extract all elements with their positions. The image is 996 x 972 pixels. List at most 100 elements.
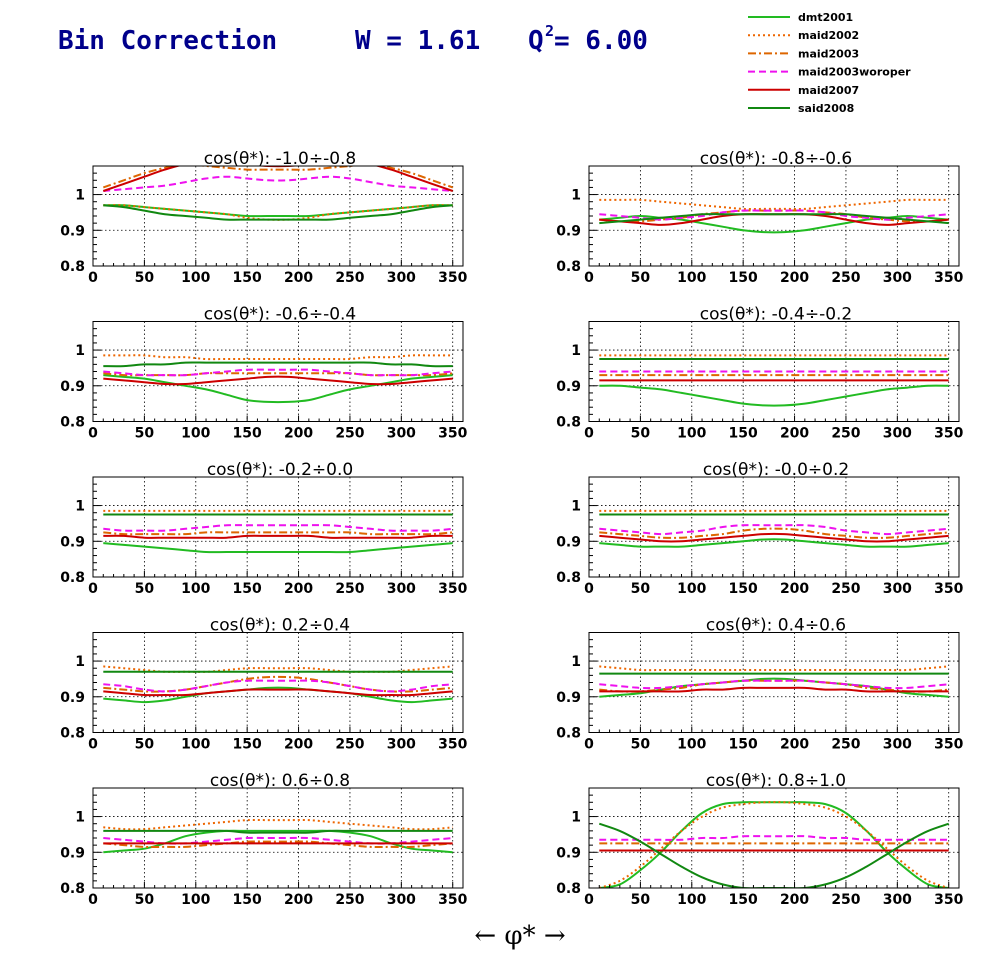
x-tick-label: 0 [584,270,594,286]
series-group [103,665,453,704]
x-tick-label: 50 [135,581,155,597]
series-line-maid2002 [599,198,949,211]
x-tick-label: 100 [181,892,210,908]
x-tick-label: 150 [233,426,262,442]
x-tick-label: 150 [233,581,262,597]
series-line-dmt2001 [599,801,949,888]
panel-title: cos(θ*): -0.4÷-0.2 [700,305,853,325]
panel-title: cos(θ*): -0.0÷0.2 [703,460,849,480]
legend-label-maid2002: maid2002 [798,29,859,42]
series-line-maid2003 [103,840,453,849]
y-tick-label: 1 [571,654,581,670]
x-tick-label: 300 [387,270,416,286]
series-line-maid2003 [599,679,949,693]
panel-9: 0 50 100 150 200 250 300 350 0.8 0.9 1 cos(θ*): 0.6… [60,771,467,908]
x-tick-label: 50 [135,270,155,286]
x-tick-label: 0 [88,426,98,442]
x-tick-label: 0 [88,270,98,286]
y-tick-label: 1 [571,499,581,515]
series-line-said2008 [103,204,453,221]
series-line-dmt2001 [599,384,949,407]
y-tick-label: 0.9 [556,534,581,550]
x-tick-label: 350 [438,737,467,753]
series-line-maid2003woroper [103,679,453,693]
panel-title: cos(θ*): -1.0÷-0.8 [204,149,357,169]
panel-8: 0 50 100 150 200 250 300 350 0.8 0.9 1 cos(θ*): 0.4… [556,616,963,753]
y-tick-label: 0.8 [556,726,581,742]
panel-5: 0 50 100 150 200 250 300 350 0.8 0.9 1 cos(θ*): -0.… [60,460,467,597]
plot-frame [588,632,960,733]
figure-title-q-prefix: Q [528,26,544,56]
series-group [599,509,949,548]
panel-title: cos(θ*): 0.6÷0.8 [210,771,350,791]
series-line-dmt2001 [103,204,453,218]
x-tick-label: 300 [387,581,416,597]
y-tick-label: 1 [75,810,85,826]
x-tick-label: 150 [729,581,758,597]
series-line-dmt2001 [103,374,453,404]
plot-frame [92,787,464,889]
series-line-maid2007 [103,688,453,697]
x-tick-label: 250 [831,892,860,908]
series-group [103,509,453,554]
panel-7: 0 50 100 150 200 250 300 350 0.8 0.9 1 cos(θ*): 0.2… [60,616,467,753]
x-tick-label: 300 [883,426,912,442]
panel-4: 0 50 100 150 200 250 300 350 0.8 0.9 1 cos(θ*): -0.… [556,305,963,442]
x-tick-label: 300 [387,737,416,753]
series-line-maid2003woroper [599,835,949,841]
series-line-dmt2001 [103,542,453,554]
y-tick-label: 1 [571,188,581,204]
x-tick-label: 100 [677,581,706,597]
x-tick-label: 50 [631,737,651,753]
y-tick-label: 0.9 [60,223,85,239]
panel-title: cos(θ*): 0.4÷0.6 [706,616,846,636]
series-group [599,354,949,407]
y-tick-label: 1 [571,343,581,359]
x-tick-label: 50 [135,892,155,908]
plot-frame [92,321,464,422]
x-tick-label: 50 [631,581,651,597]
legend-label-maid2003woroper: maid2003woroper [798,66,911,79]
x-tick-label: 250 [335,892,364,908]
plot-frame [92,632,464,733]
x-tick-label: 300 [883,737,912,753]
figure-title-q-sup: 2 [545,22,554,40]
x-tick-label: 250 [831,426,860,442]
x-tick-label: 200 [284,426,313,442]
series-line-said2008 [103,361,453,368]
figure-title-q-suffix: = 6.00 [554,26,648,56]
x-tick-label: 50 [631,892,651,908]
panel-6: 0 50 100 150 200 250 300 350 0.8 0.9 1 cos(θ*): -0.… [556,460,963,597]
series-line-maid2007 [599,686,949,693]
x-tick-label: 50 [631,426,651,442]
x-tick-label: 300 [883,892,912,908]
x-tick-label: 350 [934,426,963,442]
x-tick-label: 0 [88,581,98,597]
series-line-maid2007 [599,532,949,543]
plot-frame [588,476,960,578]
y-tick-label: 0.9 [60,845,85,861]
x-tick-label: 350 [438,892,467,908]
y-tick-label: 0.9 [60,690,85,706]
legend-label-maid2007: maid2007 [798,84,859,97]
y-tick-label: 0.8 [556,881,581,897]
legend-label-said2008: said2008 [798,102,854,115]
x-tick-label: 150 [729,892,758,908]
x-tick-label: 300 [883,581,912,597]
series-line-dmt2001 [103,686,453,704]
series-line-maid2002 [599,665,949,672]
panel-title: cos(θ*): 0.2÷0.4 [210,616,350,636]
x-tick-label: 300 [387,892,416,908]
panel-10: 0 50 100 150 200 250 300 350 0.8 0.9 1 cos(θ*): 0.8… [556,771,963,908]
y-tick-label: 1 [75,343,85,359]
x-tick-label: 0 [584,581,594,597]
x-tick-label: 100 [677,270,706,286]
series-group [599,665,949,698]
x-tick-label: 200 [780,581,809,597]
x-tick-label: 150 [729,270,758,286]
x-tick-label: 100 [181,737,210,753]
series-line-maid2003woroper [103,368,453,377]
panel-title: cos(θ*): 0.8÷1.0 [706,771,846,791]
x-tick-label: 250 [831,581,860,597]
